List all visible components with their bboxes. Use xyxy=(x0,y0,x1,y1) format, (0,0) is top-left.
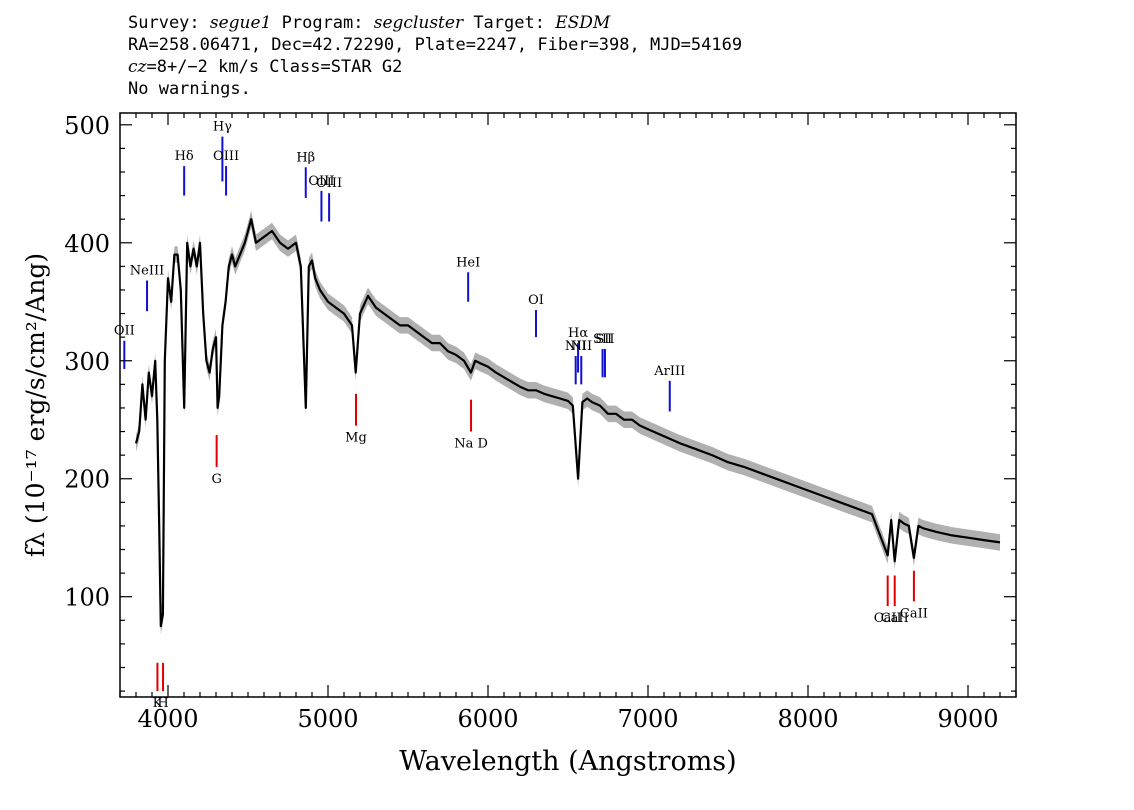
survey-label: Survey: xyxy=(128,13,210,33)
error-band-layer xyxy=(136,210,1000,635)
header-line-coordinates: RA=258.06471, Dec=42.72290, Plate=2247, … xyxy=(128,35,743,55)
target-label: Target: xyxy=(463,13,556,33)
marker-label: NeIII xyxy=(130,264,164,279)
marker-label: ArIII xyxy=(653,364,685,379)
marker-label: OIII xyxy=(316,176,342,191)
marker-label: HeI xyxy=(456,255,480,270)
marker-label: OIII xyxy=(213,149,239,164)
y-tick-label: 500 xyxy=(64,112,110,140)
marker-label: Mg xyxy=(345,431,367,446)
marker-label: CaII xyxy=(874,611,902,626)
marker-label: CaII xyxy=(881,611,909,626)
marker-label: Hγ xyxy=(213,120,232,135)
x-tick-label: 5000 xyxy=(297,705,358,733)
program-value: segcluster xyxy=(373,13,464,33)
marker-label: Hδ xyxy=(175,149,194,164)
survey-value: segue1 xyxy=(209,13,272,33)
marker-label: Na D xyxy=(454,437,488,452)
marker-label: NII xyxy=(565,339,587,354)
x-axis-label: Wavelength (Angstroms) xyxy=(399,746,736,777)
x-tick-label: 9000 xyxy=(937,705,998,733)
cz-value: =8+/−2 km/s Class=STAR G2 xyxy=(146,57,403,77)
marker-label: G xyxy=(211,472,221,487)
marker-label: OI xyxy=(528,293,544,308)
y-tick-label: 300 xyxy=(64,348,110,376)
header-line-survey: Survey: segue1 Program: segcluster Targe… xyxy=(128,12,742,34)
y-tick-label: 200 xyxy=(64,466,110,494)
marker-label: K xyxy=(153,696,163,711)
marker-label: SII xyxy=(595,332,614,347)
marker-label: H xyxy=(157,696,168,711)
cz-label: cz xyxy=(128,57,147,77)
y-axis-label: fλ (10⁻¹⁷ erg/s/cm²/Ang) xyxy=(21,253,50,557)
target-value: ESDM xyxy=(555,13,611,33)
y-tick-label: 400 xyxy=(64,230,110,258)
marker-label: Hα xyxy=(568,326,588,341)
spectrum-line xyxy=(134,218,1001,628)
x-tick-label: 7000 xyxy=(617,705,678,733)
spectrum-header: Survey: segue1 Program: segcluster Targe… xyxy=(128,12,742,100)
program-label: Program: xyxy=(271,13,374,33)
marker-label: Hβ xyxy=(296,150,315,165)
marker-label: OII xyxy=(114,324,135,339)
x-tick-label: 8000 xyxy=(777,705,838,733)
marker-label: OIII xyxy=(308,174,334,189)
error-band xyxy=(136,210,1000,635)
y-tick-label: 100 xyxy=(64,584,110,612)
marker-label: NII xyxy=(570,339,592,354)
header-line-redshift: cz=8+/−2 km/s Class=STAR G2 xyxy=(128,56,742,78)
axis-tick-layer: 4000 5000 6000 7000 8000 9000 100 200 300 400 500 xyxy=(64,112,1017,733)
series-layer xyxy=(134,218,1001,628)
x-tick-label: 4000 xyxy=(137,705,198,733)
header-line-warnings: No warnings. xyxy=(128,79,251,99)
marker-label: SII xyxy=(593,332,612,347)
x-tick-label: 6000 xyxy=(457,705,518,733)
marker-label: CaII xyxy=(900,606,928,621)
